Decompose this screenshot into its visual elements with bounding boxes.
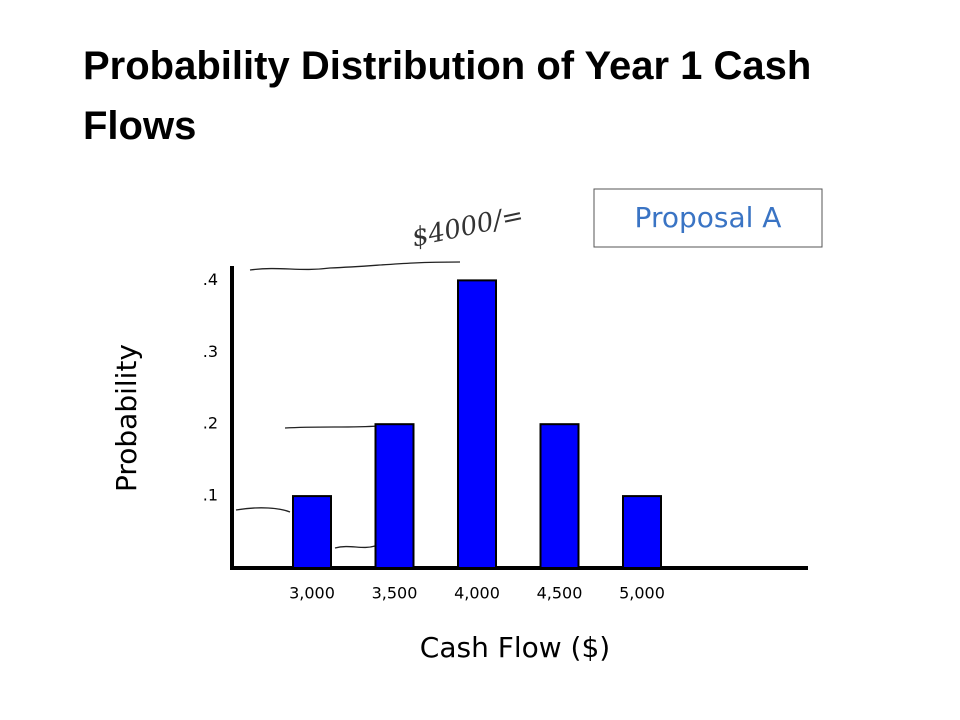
annotation: $4000/= (409, 201, 526, 254)
y-tick-label: .4 (203, 270, 218, 289)
bar (292, 495, 332, 570)
chart-title: Probability Distribution of Year 1 Cash … (83, 44, 812, 148)
bar (374, 423, 415, 570)
x-tick-label: 3,000 (289, 584, 335, 603)
y-tick-label: .2 (203, 414, 218, 433)
bar (622, 495, 662, 570)
y-axis-label: Probability (110, 344, 143, 492)
legend-label: Proposal A (635, 201, 782, 234)
y-tick-label: .1 (203, 486, 218, 505)
x-axis-label: Cash Flow ($) (420, 631, 610, 664)
handwritten-marks (235, 261, 461, 549)
x-tick-label: 3,500 (372, 584, 418, 603)
y-tick-label: .3 (203, 342, 218, 361)
x-tick-label: 4,500 (537, 584, 583, 603)
bar (539, 423, 580, 570)
bar (457, 279, 497, 569)
x-tick-label: 4,000 (454, 584, 500, 603)
x-tick-label: 5,000 (619, 584, 665, 603)
legend-box (593, 188, 823, 248)
